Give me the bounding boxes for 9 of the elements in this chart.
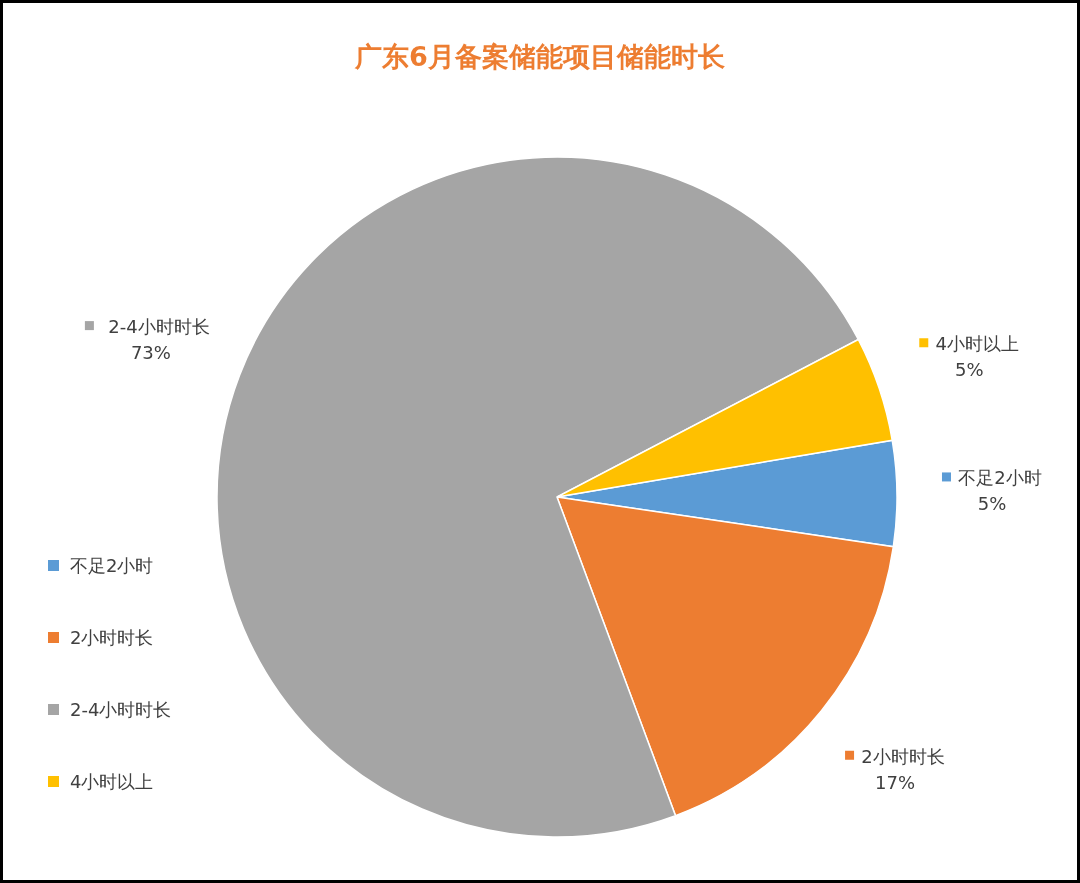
data-label: 5%: [955, 359, 984, 381]
legend-label: 4小时以上: [935, 333, 1020, 355]
legend-label: 不足2小时: [958, 467, 1042, 489]
data-label: 5%: [977, 493, 1007, 515]
chart-title: 广东6月备案储能项目储能时长: [354, 41, 725, 72]
legend-label: 2-4小时时长: [108, 316, 210, 338]
data-label: 17%: [875, 771, 916, 793]
data-label: 73%: [130, 342, 171, 364]
legend-label: 2小时时长: [861, 745, 945, 767]
